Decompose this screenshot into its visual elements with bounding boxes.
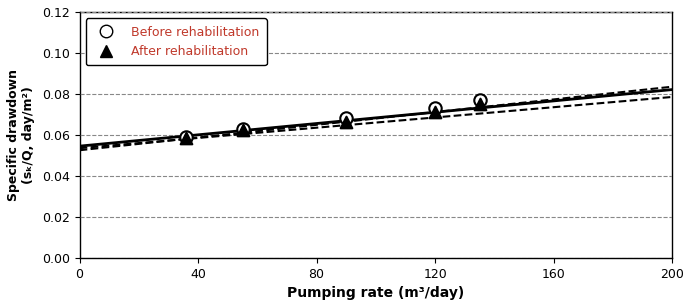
Point bbox=[237, 127, 248, 132]
Point bbox=[341, 116, 352, 121]
Point bbox=[474, 102, 485, 107]
Legend: Before rehabilitation, After rehabilitation: Before rehabilitation, After rehabilitat… bbox=[86, 18, 267, 65]
X-axis label: Pumping rate (m³/day): Pumping rate (m³/day) bbox=[287, 286, 464, 300]
Point bbox=[181, 134, 192, 139]
Point bbox=[430, 110, 441, 115]
Point bbox=[181, 135, 192, 140]
Point bbox=[474, 98, 485, 103]
Point bbox=[237, 126, 248, 131]
Y-axis label: Specific drawdown
(sₖ/Q, day/m²): Specific drawdown (sₖ/Q, day/m²) bbox=[7, 69, 35, 201]
Point bbox=[341, 119, 352, 124]
Point bbox=[430, 106, 441, 111]
